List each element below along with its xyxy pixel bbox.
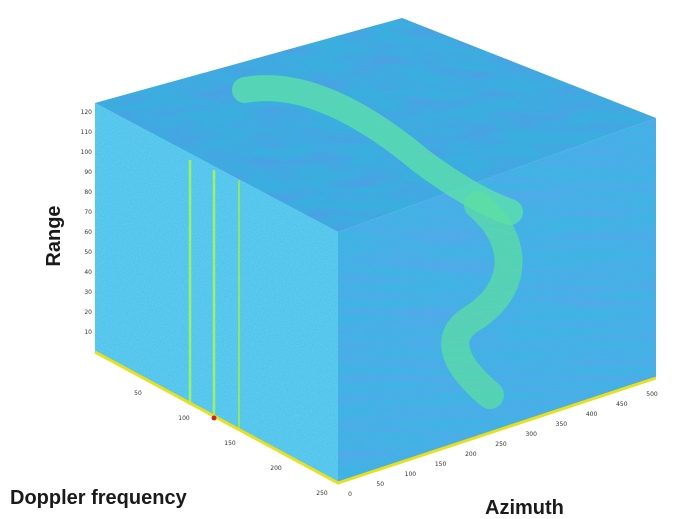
azimuth-tick-label: 300 (525, 431, 537, 438)
range-tick-label: 120 (81, 109, 93, 116)
range-tick-label: 100 (81, 149, 93, 156)
azimuth-axis-title: Azimuth (485, 497, 564, 519)
azimuth-tick-label: 450 (616, 401, 628, 408)
azimuth-tick-label: 400 (586, 411, 598, 418)
range-tick-label: 80 (84, 189, 92, 196)
target-trace-right (441, 191, 523, 409)
azimuth-tick-label: 250 (495, 441, 507, 448)
doppler-tick-label: 150 (224, 440, 236, 447)
range-axis-title: Range (43, 205, 65, 266)
range-tick-labels: 10 20 30 40 50 60 70 80 90 100 110 120 (81, 109, 93, 336)
azimuth-tick-label: 350 (556, 421, 568, 428)
azimuth-tick-label: 100 (405, 471, 417, 478)
left-face-texture (95, 103, 338, 483)
azimuth-tick-label: 500 (646, 391, 658, 398)
doppler-axis-title: Doppler frequency (10, 487, 188, 509)
azimuth-tick-labels: 0 50 100 150 200 250 300 350 400 450 500 (348, 391, 658, 498)
azimuth-tick-label: 150 (435, 461, 447, 468)
floor-edge (94, 350, 657, 485)
azimuth-tick-label: 50 (376, 481, 384, 488)
doppler-tick-labels: 50 100 150 200 250 (134, 390, 328, 497)
range-tick-label: 10 (84, 329, 92, 336)
doppler-tick-label: 100 (178, 415, 190, 422)
azimuth-tick-label: 0 (348, 491, 352, 498)
range-tick-label: 60 (84, 229, 92, 236)
azimuth-tick-label: 200 (465, 451, 477, 458)
doppler-tick-label: 50 (134, 390, 142, 397)
range-tick-label: 110 (81, 129, 93, 136)
range-tick-label: 90 (84, 169, 92, 176)
peak-marker (211, 415, 217, 421)
range-tick-label: 70 (84, 209, 92, 216)
range-tick-label: 50 (84, 249, 92, 256)
range-tick-label: 20 (84, 309, 92, 316)
range-tick-label: 40 (84, 269, 92, 276)
doppler-tick-label: 250 (316, 490, 328, 497)
doppler-tick-label: 200 (270, 465, 282, 472)
range-tick-label: 30 (84, 289, 92, 296)
